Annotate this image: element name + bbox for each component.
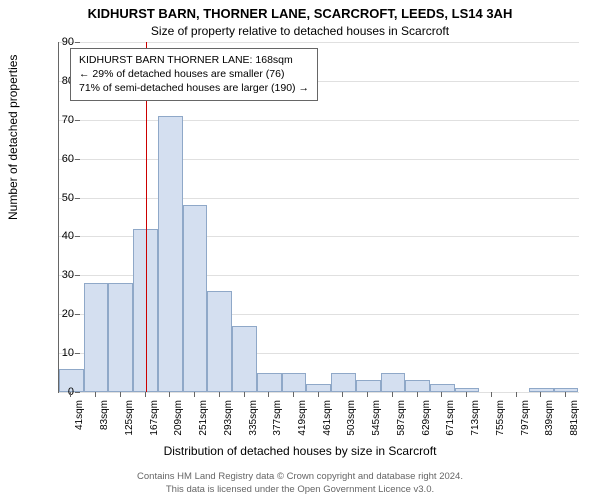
x-tick-label: 251sqm bbox=[198, 400, 209, 436]
y-tick-label: 90 bbox=[44, 36, 74, 48]
x-tick-mark bbox=[293, 392, 294, 397]
x-tick-mark bbox=[441, 392, 442, 397]
x-tick-label: 125sqm bbox=[124, 400, 135, 436]
x-tick-label: 377sqm bbox=[272, 400, 283, 436]
x-tick-label: 629sqm bbox=[421, 400, 432, 436]
histogram-bar bbox=[232, 326, 257, 392]
histogram-bar bbox=[331, 373, 356, 392]
x-tick-mark bbox=[120, 392, 121, 397]
y-tick-mark bbox=[75, 120, 80, 121]
x-tick-label: 209sqm bbox=[173, 400, 184, 436]
x-tick-label: 167sqm bbox=[149, 400, 160, 436]
x-tick-label: 713sqm bbox=[470, 400, 481, 436]
x-tick-mark bbox=[491, 392, 492, 397]
y-tick-mark bbox=[75, 353, 80, 354]
x-tick-label: 293sqm bbox=[223, 400, 234, 436]
y-tick-label: 40 bbox=[44, 230, 74, 242]
x-axis-label: Distribution of detached houses by size … bbox=[0, 444, 600, 458]
x-tick-label: 335sqm bbox=[248, 400, 259, 436]
y-tick-mark bbox=[75, 314, 80, 315]
footer-line-1: Contains HM Land Registry data © Crown c… bbox=[0, 471, 600, 483]
reference-info-box: KIDHURST BARN THORNER LANE: 168sqm ← 29%… bbox=[70, 48, 318, 101]
x-tick-mark bbox=[342, 392, 343, 397]
y-tick-mark bbox=[75, 42, 80, 43]
x-tick-label: 797sqm bbox=[520, 400, 531, 436]
x-tick-label: 83sqm bbox=[99, 400, 110, 430]
x-tick-label: 503sqm bbox=[346, 400, 357, 436]
footer-line-2: This data is licensed under the Open Gov… bbox=[0, 484, 600, 496]
histogram-bar bbox=[455, 388, 480, 392]
x-tick-mark bbox=[417, 392, 418, 397]
x-tick-label: 839sqm bbox=[544, 400, 555, 436]
info-line-3: 71% of semi-detached houses are larger (… bbox=[79, 81, 309, 95]
histogram-bar bbox=[84, 283, 109, 392]
gridline bbox=[59, 159, 579, 160]
x-tick-mark bbox=[268, 392, 269, 397]
y-tick-mark bbox=[75, 275, 80, 276]
y-tick-mark bbox=[75, 159, 80, 160]
chart-container: KIDHURST BARN, THORNER LANE, SCARCROFT, … bbox=[0, 0, 600, 500]
y-tick-label: 20 bbox=[44, 308, 74, 320]
y-tick-label: 70 bbox=[44, 114, 74, 126]
x-tick-label: 755sqm bbox=[495, 400, 506, 436]
gridline bbox=[59, 198, 579, 199]
x-tick-label: 545sqm bbox=[371, 400, 382, 436]
histogram-bar bbox=[108, 283, 133, 392]
y-tick-label: 10 bbox=[44, 347, 74, 359]
histogram-bar bbox=[405, 380, 430, 392]
gridline bbox=[59, 392, 579, 393]
x-tick-mark bbox=[244, 392, 245, 397]
histogram-bar bbox=[158, 116, 183, 392]
gridline bbox=[59, 120, 579, 121]
x-tick-mark bbox=[95, 392, 96, 397]
y-tick-mark bbox=[75, 392, 80, 393]
y-tick-mark bbox=[75, 236, 80, 237]
histogram-bar bbox=[282, 373, 307, 392]
x-tick-mark bbox=[169, 392, 170, 397]
chart-title-sub: Size of property relative to detached ho… bbox=[0, 24, 600, 38]
x-tick-mark bbox=[466, 392, 467, 397]
x-tick-mark bbox=[219, 392, 220, 397]
y-tick-label: 50 bbox=[44, 192, 74, 204]
x-tick-mark bbox=[145, 392, 146, 397]
x-tick-mark bbox=[367, 392, 368, 397]
histogram-bar bbox=[430, 384, 455, 392]
x-tick-mark bbox=[392, 392, 393, 397]
x-tick-label: 41sqm bbox=[74, 400, 85, 430]
x-tick-label: 671sqm bbox=[445, 400, 456, 436]
y-tick-label: 60 bbox=[44, 153, 74, 165]
histogram-bar bbox=[529, 388, 554, 392]
x-tick-mark bbox=[565, 392, 566, 397]
histogram-bar bbox=[207, 291, 232, 392]
chart-title-main: KIDHURST BARN, THORNER LANE, SCARCROFT, … bbox=[0, 6, 600, 21]
histogram-bar bbox=[381, 373, 406, 392]
x-tick-mark bbox=[318, 392, 319, 397]
x-tick-label: 419sqm bbox=[297, 400, 308, 436]
histogram-bar bbox=[306, 384, 331, 392]
x-tick-mark bbox=[540, 392, 541, 397]
x-tick-label: 881sqm bbox=[569, 400, 580, 436]
x-tick-label: 461sqm bbox=[322, 400, 333, 436]
info-line-1: KIDHURST BARN THORNER LANE: 168sqm bbox=[79, 53, 309, 67]
x-tick-mark bbox=[194, 392, 195, 397]
info-line-2: ← 29% of detached houses are smaller (76… bbox=[79, 67, 309, 81]
x-tick-mark bbox=[516, 392, 517, 397]
y-tick-label: 30 bbox=[44, 269, 74, 281]
histogram-bar bbox=[183, 205, 208, 392]
x-tick-label: 587sqm bbox=[396, 400, 407, 436]
x-tick-mark bbox=[70, 392, 71, 397]
y-axis-label: Number of detached properties bbox=[6, 55, 20, 220]
y-tick-mark bbox=[75, 198, 80, 199]
gridline bbox=[59, 42, 579, 43]
histogram-bar bbox=[257, 373, 282, 392]
histogram-bar bbox=[554, 388, 579, 392]
histogram-bar bbox=[356, 380, 381, 392]
footer-attribution: Contains HM Land Registry data © Crown c… bbox=[0, 471, 600, 496]
